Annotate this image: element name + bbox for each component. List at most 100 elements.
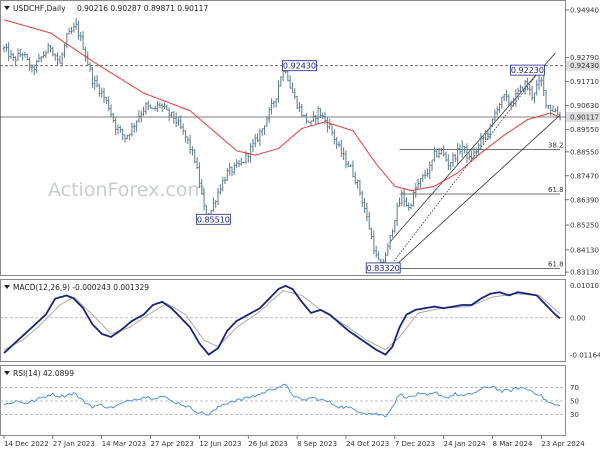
- rsi-line: [3, 383, 561, 418]
- price-callout: 0.92230: [510, 64, 545, 76]
- ohlc-bar: [226, 168, 229, 181]
- ohlc-bar: [98, 84, 101, 97]
- ohlc-bar: [105, 96, 108, 105]
- ohlc-bar: [286, 70, 290, 82]
- ohlc-bar: [395, 202, 399, 227]
- price-callout: 0.83320: [365, 262, 401, 274]
- ohlc-bar: [558, 111, 562, 121]
- ohlc-bar: [530, 85, 534, 101]
- ohlc-bar: [309, 120, 313, 126]
- ohlc-bar: [556, 106, 559, 116]
- ohlc-bar: [358, 179, 362, 196]
- ohlc-bar: [449, 161, 452, 171]
- ohlc-bar: [526, 77, 529, 91]
- ohlc-bar: [198, 162, 201, 188]
- ohlc-bar: [328, 118, 331, 130]
- ohlc-bar: [477, 142, 480, 155]
- ohlc-bar: [268, 106, 271, 123]
- ohlc-bar: [216, 188, 220, 206]
- ohlc-bar: [112, 112, 115, 123]
- ohlc-bar: [498, 103, 501, 113]
- ohlc-bar: [35, 59, 38, 73]
- ohlc-bar: [5, 43, 8, 52]
- ohlc-bar: [95, 75, 99, 88]
- ohlc-bar: [81, 31, 85, 51]
- ohlc-bar: [172, 111, 176, 124]
- svg-text:0.85510: 0.85510: [197, 215, 230, 224]
- ohlc-bar: [372, 230, 376, 255]
- ohlc-bar: [242, 161, 245, 164]
- ohlc-bar: [167, 107, 171, 122]
- ohlc-bar: [58, 55, 62, 64]
- ohlc-bar: [475, 147, 478, 158]
- ohlc-bar: [502, 94, 506, 102]
- ohlc-bar: [126, 134, 129, 140]
- ohlc-bar: [333, 129, 336, 145]
- y-tick-label: 0.89550: [570, 126, 599, 134]
- ohlc-bar: [423, 169, 427, 179]
- ohlc-bar: [160, 103, 164, 113]
- y-value-badge: 0.90117: [566, 111, 600, 122]
- rsi-layer: [0, 383, 566, 418]
- ohlc-bar: [335, 137, 338, 150]
- ohlc-bar: [528, 85, 531, 96]
- ohlc-bar: [219, 184, 222, 195]
- ohlc-bar: [521, 86, 524, 92]
- ohlc-label: 0.90216 0.90287 0.89871 0.90117: [77, 4, 208, 13]
- svg-text:0.90117: 0.90117: [570, 113, 599, 121]
- ohlc-bar: [551, 105, 555, 113]
- price-callout: 0.92430: [282, 60, 317, 72]
- ohlc-bar: [379, 258, 383, 264]
- watermark: ActionForex.com: [48, 179, 206, 201]
- ohlc-bar: [398, 197, 401, 207]
- y-tick-label: 0.90630: [570, 102, 599, 110]
- dropdown-triangle-icon: [4, 285, 10, 289]
- x-tick-label: 12 Jun 2023: [199, 440, 241, 448]
- ohlc-bar: [365, 202, 369, 222]
- ohlc-bar: [12, 53, 15, 62]
- ohlc-bar: [330, 123, 334, 136]
- ohlc-bar: [351, 160, 355, 178]
- ohlc-bar: [349, 164, 352, 167]
- ohlc-bar: [151, 107, 155, 110]
- ohlc-bar: [79, 31, 82, 42]
- ohlc-bar: [200, 178, 203, 195]
- ohlc-bar: [519, 84, 522, 93]
- ohlc-bar: [486, 129, 490, 140]
- price-layer: 38.2 61.8 61.8 0.92430 0.85510 0.83320 0.92230: [0, 17, 566, 274]
- ohlc-bar: [254, 134, 257, 148]
- ohlc-bar: [426, 168, 429, 177]
- ohlc-bar: [442, 145, 445, 157]
- ohlc-bar: [489, 123, 492, 140]
- ohlc-bar: [74, 17, 78, 30]
- ohlc-bar: [237, 160, 241, 168]
- ohlc-bar: [23, 52, 27, 58]
- ohlc-bar: [261, 128, 264, 136]
- ohlc-bar: [21, 52, 24, 61]
- ohlc-bar: [56, 52, 59, 66]
- ohlc-bar: [433, 146, 436, 162]
- y-tick-label: 0.92790: [570, 54, 599, 62]
- ohlc-bar: [479, 133, 483, 150]
- ohlc-bar: [377, 251, 380, 261]
- macd-tick-label: -0.011645: [570, 352, 600, 360]
- macd-title: MACD(12,26,9) -0.000243 0.001329: [13, 283, 149, 292]
- y-value-badge: 0.92430: [566, 60, 600, 71]
- ohlc-bar: [300, 104, 303, 117]
- svg-text:0.92430: 0.92430: [570, 62, 599, 70]
- ohlc-bar: [347, 161, 350, 168]
- rsi-tick-label: 30: [570, 411, 579, 419]
- x-tick-label: 23 Apr 2024: [541, 440, 585, 448]
- ohlc-bar: [142, 106, 145, 117]
- ohlc-bar: [542, 75, 545, 97]
- ohlc-bar: [507, 94, 511, 106]
- fib-level-label: 61.8: [548, 260, 564, 268]
- ohlc-bar: [444, 151, 448, 162]
- ohlc-bar: [26, 53, 29, 61]
- ohlc-bar: [230, 166, 234, 177]
- ohlc-bar: [509, 100, 513, 111]
- ohlc-bar: [123, 134, 127, 143]
- y-tick-label: 0.91710: [570, 78, 599, 86]
- x-tick-label: 26 Jul 2023: [248, 440, 288, 448]
- ohlc-bar: [272, 100, 276, 108]
